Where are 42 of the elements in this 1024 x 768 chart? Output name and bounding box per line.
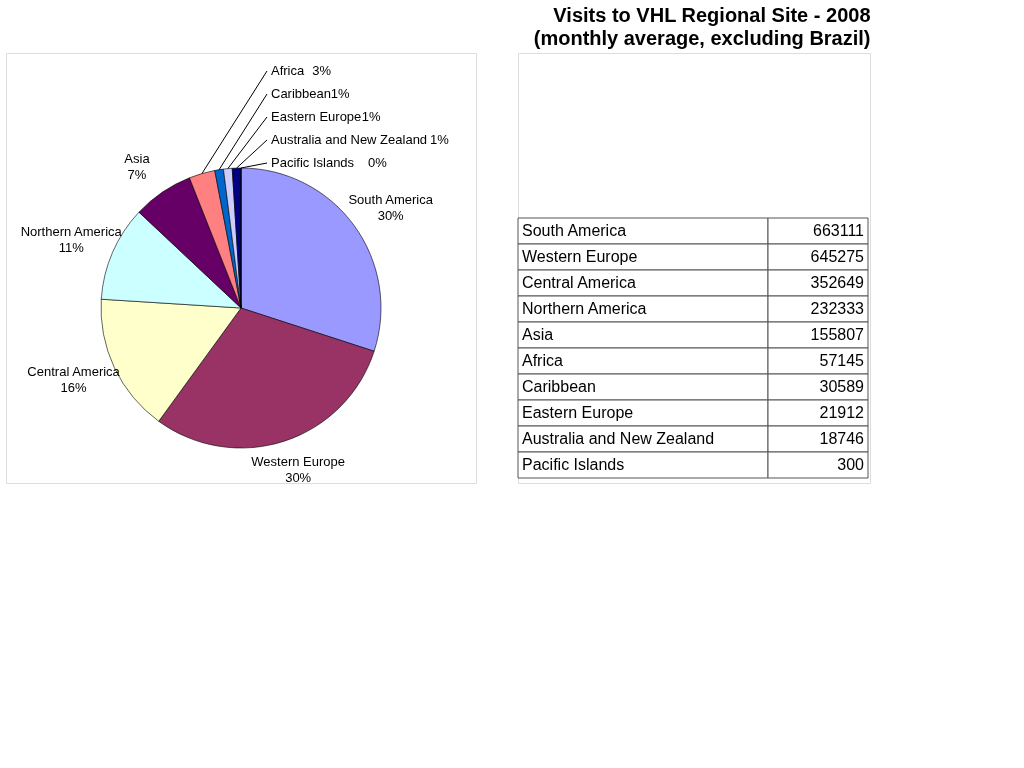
slice-label: Africa: [271, 63, 305, 78]
data-label: 21912: [819, 404, 865, 421]
data-label: 7%: [127, 167, 147, 183]
slice-label: Asia: [124, 151, 151, 167]
data-label: 30%: [285, 469, 312, 485]
category-label: Western Europe: [522, 248, 638, 265]
data-label: 3%: [312, 63, 332, 78]
slice-label: Western Europe: [251, 453, 346, 469]
data-label: 1%: [330, 86, 351, 101]
data-label: 30589: [819, 378, 865, 395]
category-label: Northern America: [522, 300, 647, 317]
category-label: Pacific Islands: [522, 456, 625, 473]
slice-label: Central America: [27, 364, 121, 380]
data-label: 232333: [810, 300, 865, 317]
data-label: 300: [837, 456, 865, 473]
category-label: Central America: [522, 274, 636, 291]
data-label: 155807: [810, 326, 865, 343]
category-label: Africa: [522, 352, 563, 369]
data-label: 352649: [810, 274, 865, 291]
text: (monthly average, excluding Brazil): [533, 26, 871, 49]
category-label: Eastern Europe: [522, 404, 634, 421]
data-label: 30%: [377, 208, 405, 224]
category-label: South America: [522, 222, 627, 239]
text: Visits to VHL Regional Site - 2008: [553, 3, 871, 26]
text: 0%: [368, 155, 387, 170]
slice-label: Eastern Europe: [271, 109, 362, 124]
category-label: Caribbean: [522, 378, 596, 395]
category-label: Asia: [522, 326, 554, 343]
slice-label: South America: [348, 192, 434, 208]
data-label: 57145: [819, 352, 865, 369]
slice-label: Caribbean: [271, 86, 331, 101]
slice-label: Northern America: [20, 224, 123, 240]
data-label: 1%: [361, 109, 382, 124]
category-label: Australia and New Zealand: [522, 430, 715, 447]
data-label: 16%: [60, 380, 88, 396]
data-label: 663111: [812, 222, 865, 239]
data-label: 11%: [58, 240, 85, 256]
data-label: 18746: [819, 430, 865, 447]
data-label: 645275: [810, 248, 865, 265]
data-label: 1%: [430, 132, 450, 147]
legend-label: Pacific Islands: [271, 155, 355, 170]
slice-label: Australia and New Zealand: [271, 132, 428, 147]
